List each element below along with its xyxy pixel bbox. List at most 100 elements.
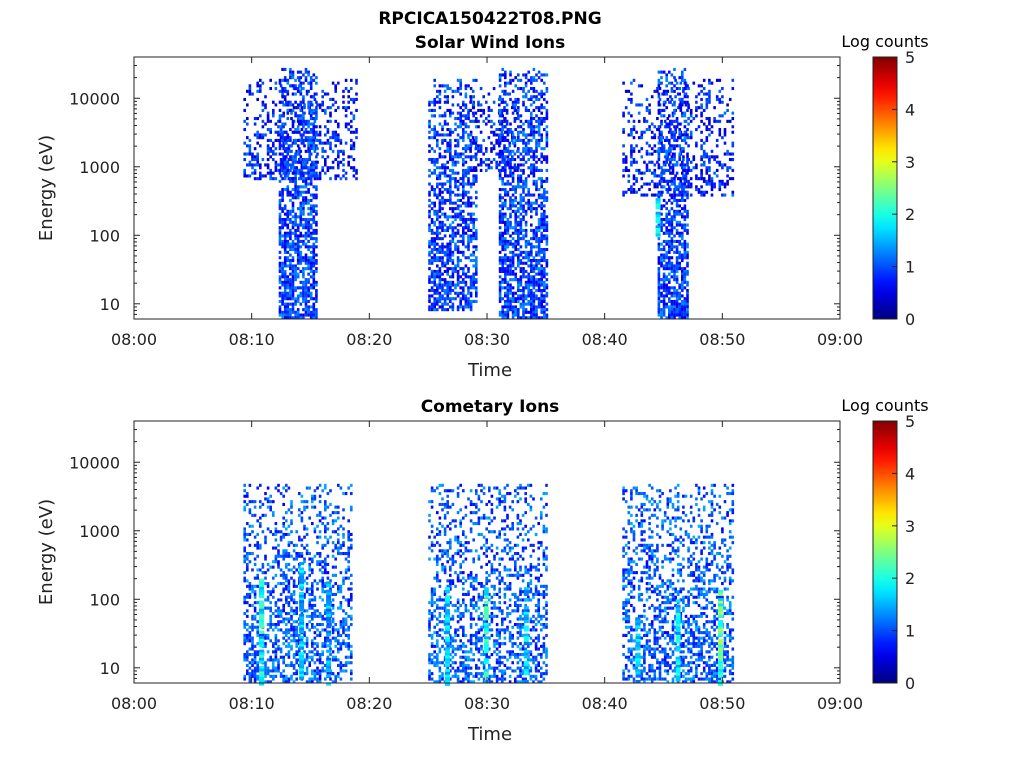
heatmap-cell	[472, 166, 475, 170]
heatmap-cell	[456, 193, 460, 197]
heatmap-cell	[454, 234, 457, 238]
heatmap-cell	[264, 163, 267, 167]
heatmap-cell	[462, 253, 465, 257]
heatmap-cell	[624, 89, 628, 93]
heatmap-cell	[723, 141, 727, 145]
heatmap-cell	[308, 108, 311, 112]
heatmap-cell	[248, 160, 252, 164]
heatmap-cell	[511, 226, 515, 230]
heatmap-cell	[637, 188, 641, 192]
heatmap-cell	[519, 119, 523, 123]
heatmap-cell	[630, 188, 633, 192]
heatmap-cell	[428, 190, 431, 194]
heatmap-cell	[535, 89, 538, 93]
heatmap-cell	[645, 152, 649, 156]
heatmap-cell	[670, 136, 674, 140]
heatmap-cell	[543, 272, 546, 276]
heatmap-cell	[683, 67, 687, 71]
heatmap-cell	[467, 212, 470, 216]
heatmap-cell	[511, 261, 515, 265]
heatmap-cell	[660, 185, 663, 189]
heatmap-cell	[287, 587, 291, 591]
heatmap-cell	[657, 297, 661, 301]
heatmap-cell	[543, 294, 546, 298]
heatmap-cell	[532, 283, 536, 287]
heatmap-cell	[253, 158, 257, 162]
heatmap-cell	[674, 185, 677, 189]
heatmap-cell	[678, 128, 681, 132]
heatmap-cell	[304, 76, 308, 80]
heatmap-cell	[296, 316, 300, 320]
heatmap-cell	[540, 89, 543, 93]
heatmap-cell	[545, 294, 549, 298]
heatmap-cell	[705, 125, 709, 129]
heatmap-cell	[681, 283, 684, 287]
heatmap-cell	[321, 168, 324, 172]
heatmap-cell	[307, 100, 310, 104]
heatmap-cell	[657, 283, 661, 287]
heatmap-cell	[459, 125, 462, 129]
heatmap-cell	[643, 119, 646, 123]
heatmap-cell	[718, 114, 722, 118]
heatmap-cell	[532, 267, 536, 271]
heatmap-cell	[290, 522, 293, 526]
heatmap-cell	[537, 226, 541, 230]
heatmap-cell	[495, 128, 498, 132]
heatmap-cell	[530, 264, 533, 268]
heatmap-cell	[509, 149, 512, 153]
heatmap-cell	[451, 171, 455, 175]
heatmap-cell	[334, 100, 337, 104]
heatmap-cell	[501, 267, 504, 271]
heatmap-cell	[517, 278, 520, 282]
heatmap-cell	[530, 166, 533, 170]
heatmap-cell	[302, 201, 305, 205]
heatmap-cell	[522, 155, 525, 159]
heatmap-cell	[532, 87, 536, 91]
heatmap-cell	[498, 155, 502, 159]
heatmap-cell	[290, 519, 293, 523]
heatmap-cell	[527, 316, 530, 320]
heatmap-cell	[243, 489, 246, 493]
heatmap-cell	[294, 174, 297, 178]
heatmap-cell	[527, 188, 530, 192]
heatmap-cell	[449, 297, 452, 301]
heatmap-cell	[708, 174, 711, 178]
heatmap-cell	[492, 87, 496, 91]
heatmap-cell	[342, 106, 345, 110]
heatmap-cell	[316, 177, 319, 181]
heatmap-cell	[535, 114, 538, 118]
heatmap-cell	[715, 160, 719, 164]
heatmap-cell	[537, 239, 541, 243]
heatmap-cell	[668, 310, 671, 314]
heatmap-cell	[433, 302, 436, 306]
heatmap-cell	[543, 267, 546, 271]
heatmap-cell	[678, 250, 681, 254]
heatmap-cell	[292, 639, 296, 643]
heatmap-cell	[506, 138, 510, 142]
heatmap-cell	[681, 147, 684, 151]
heatmap-cell	[451, 207, 455, 211]
heatmap-cell	[430, 100, 434, 104]
heatmap-cell	[286, 190, 290, 194]
heatmap-cell	[501, 297, 504, 301]
heatmap-cell	[279, 174, 283, 178]
heatmap-cell	[681, 302, 684, 306]
heatmap-cell	[469, 158, 473, 162]
heatmap-cell	[522, 204, 525, 208]
heatmap-cell	[438, 92, 442, 96]
heatmap-cell	[673, 130, 676, 134]
heatmap-cell	[279, 158, 283, 162]
heatmap-cell	[686, 250, 689, 254]
heatmap-cell	[283, 242, 287, 246]
heatmap-cell	[475, 286, 478, 290]
heatmap-cell	[535, 141, 538, 145]
heatmap-cell	[501, 128, 504, 132]
heatmap-cell	[256, 141, 259, 145]
heatmap-cell	[509, 289, 512, 293]
heatmap-cell	[678, 76, 681, 80]
heatmap-cell	[535, 316, 538, 320]
heatmap-cell	[454, 215, 457, 219]
heatmap-cell	[433, 248, 436, 252]
heatmap-cell	[506, 207, 510, 211]
heatmap-cell	[543, 73, 546, 77]
